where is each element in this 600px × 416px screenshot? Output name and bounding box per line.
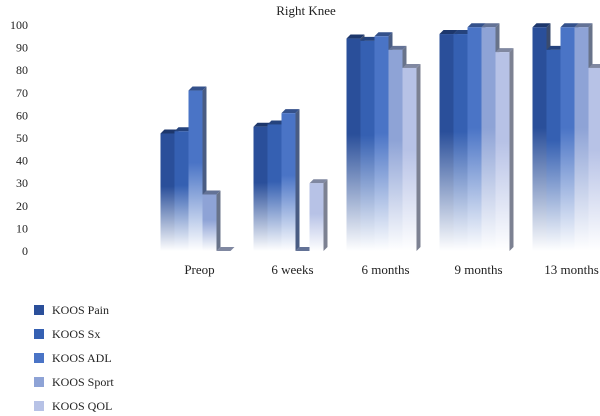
legend: KOOS Pain KOOS Sx KOOS ADL KOOS Sport KOOS Q… [34, 303, 114, 413]
legend-item: KOOS Sx [34, 327, 100, 341]
y-tick-label: 70 [16, 86, 28, 100]
legend-swatch [34, 401, 44, 411]
legend-item: KOOS ADL [34, 351, 112, 365]
y-tick-label: 60 [16, 108, 28, 122]
x-tick-label: 6 weeks [271, 262, 313, 277]
bar [402, 63, 421, 251]
legend-swatch [34, 353, 44, 363]
legend-label: KOOS Sx [52, 327, 100, 341]
bars [160, 23, 600, 252]
legend-item: KOOS Sport [34, 375, 114, 389]
legend-swatch [34, 305, 44, 315]
bar [202, 190, 221, 251]
y-tick-label: 90 [16, 41, 28, 55]
bar [216, 247, 235, 251]
x-axis: Preop 6 weeks 6 months 9 months 13 months [184, 262, 598, 277]
legend-swatch [34, 329, 44, 339]
y-tick-label: 50 [16, 131, 28, 145]
legend-item: KOOS Pain [34, 303, 109, 317]
y-tick-label: 30 [16, 176, 28, 190]
legend-item: KOOS QOL [34, 399, 112, 413]
legend-label: KOOS ADL [52, 351, 112, 365]
legend-label: KOOS Pain [52, 303, 109, 317]
legend-label: KOOS QOL [52, 399, 112, 413]
y-axis: 0 10 20 30 40 50 60 70 80 90 100 [10, 18, 28, 258]
y-tick-label: 40 [16, 154, 28, 168]
x-tick-label: 9 months [454, 262, 502, 277]
bar [495, 48, 514, 252]
x-tick-label: 13 months [544, 262, 599, 277]
y-tick-label: 10 [16, 221, 28, 235]
legend-swatch [34, 377, 44, 387]
chart-title: Right Knee [276, 3, 336, 18]
legend-label: KOOS Sport [52, 375, 114, 389]
bar [295, 247, 314, 251]
y-tick-label: 100 [10, 18, 28, 32]
y-tick-label: 20 [16, 199, 28, 213]
y-tick-label: 80 [16, 63, 28, 77]
y-tick-label: 0 [22, 244, 28, 258]
x-tick-label: 6 months [361, 262, 409, 277]
bar [281, 109, 300, 251]
x-tick-label: Preop [184, 262, 214, 277]
bar [588, 63, 600, 251]
bar [309, 179, 328, 251]
